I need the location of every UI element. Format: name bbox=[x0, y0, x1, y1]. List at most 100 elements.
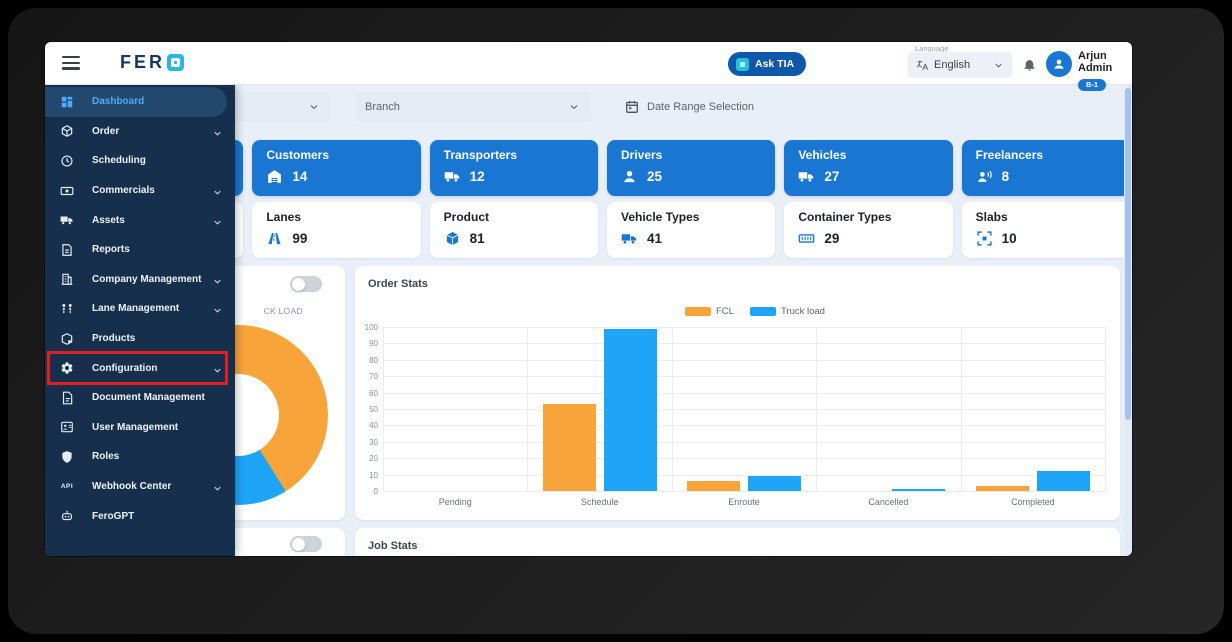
branch-select-placeholder: Branch bbox=[365, 101, 400, 113]
branch-select[interactable]: Branch bbox=[355, 92, 590, 122]
sidebar-item-scheduling[interactable]: Scheduling bbox=[45, 146, 235, 176]
job-stats-title: Job Stats bbox=[368, 540, 418, 552]
stat-card-product[interactable]: Product 81 bbox=[429, 202, 598, 258]
chevron-down-icon bbox=[995, 63, 1002, 68]
bar-fcl-completed[interactable] bbox=[975, 486, 1029, 491]
language-select[interactable]: English bbox=[908, 52, 1012, 78]
y-axis-tick: 70 bbox=[369, 372, 378, 382]
truck-icon bbox=[621, 230, 638, 247]
legend-item-fcl[interactable]: FCL bbox=[685, 306, 734, 317]
gridline bbox=[383, 491, 1105, 492]
legend-item-truck-load[interactable]: Truck load bbox=[749, 306, 825, 317]
sidebar-item-assets[interactable]: Assets bbox=[45, 205, 235, 235]
bar-group-pending bbox=[383, 327, 527, 491]
stat-card-customers[interactable]: Customers 14 bbox=[252, 140, 421, 196]
fero-logo[interactable]: FER bbox=[120, 52, 184, 73]
chevron-down-icon bbox=[212, 185, 223, 196]
scheduling-icon bbox=[60, 154, 74, 168]
stat-card-title: Vehicles bbox=[798, 148, 847, 162]
calendar-icon bbox=[626, 101, 638, 113]
stat-card-title: Slabs bbox=[975, 210, 1008, 224]
donut-panel-label: CK LOAD bbox=[263, 306, 303, 316]
stat-card-vehicle-types[interactable]: Vehicle Types 41 bbox=[606, 202, 776, 258]
sidebar-item-label: Products bbox=[92, 333, 136, 345]
sidebar-item-label: Scheduling bbox=[92, 155, 146, 167]
stat-card-transporters[interactable]: Transporters 12 bbox=[429, 140, 598, 196]
y-axis-tick: 100 bbox=[364, 323, 378, 332]
sidebar-item-document-management[interactable]: Document Management bbox=[45, 383, 235, 413]
bar-fcl-enroute[interactable] bbox=[686, 481, 740, 491]
chevron-down-icon bbox=[212, 481, 223, 492]
donut-toggle-switch[interactable] bbox=[290, 276, 322, 292]
stat-card-freelancers[interactable]: Freelancers 8 bbox=[961, 140, 1130, 196]
bar-fcl-schedule[interactable] bbox=[542, 404, 596, 491]
bar-group-completed bbox=[961, 327, 1105, 491]
stat-card-lanes[interactable]: Lanes 99 bbox=[252, 202, 421, 258]
notifications-bell-icon[interactable] bbox=[1022, 57, 1037, 73]
gridline bbox=[383, 359, 1105, 361]
sidebar-item-products[interactable]: Products bbox=[45, 324, 235, 354]
sidebar-item-dashboard[interactable]: Dashboard bbox=[45, 87, 227, 117]
gridline-vertical bbox=[671, 327, 673, 491]
order-stats-title: Order Stats bbox=[368, 278, 428, 290]
gridline bbox=[383, 474, 1105, 476]
stat-card-drivers[interactable]: Drivers 25 bbox=[606, 140, 776, 196]
bar-truck-load-cancelled[interactable] bbox=[892, 489, 946, 491]
sidebar-item-lane-management[interactable]: Lane Management bbox=[45, 294, 235, 324]
robot-icon bbox=[60, 509, 74, 523]
sidebar-item-reports[interactable]: Reports bbox=[45, 235, 235, 265]
menu-hamburger-icon[interactable] bbox=[62, 56, 80, 70]
sidebar-item-label: Order bbox=[92, 125, 120, 137]
date-range-select[interactable]: Date Range Selection bbox=[615, 92, 865, 122]
sidebar-item-roles[interactable]: Roles bbox=[45, 442, 235, 472]
order-icon bbox=[60, 124, 74, 138]
scrollbar-track[interactable] bbox=[1124, 85, 1132, 556]
user-avatar[interactable] bbox=[1046, 51, 1072, 77]
slabs-icon bbox=[976, 230, 993, 247]
gridline bbox=[383, 327, 1105, 328]
sidebar-menu: Dashboard Order Scheduling Commercials Asset… bbox=[45, 85, 235, 556]
sidebar-item-configuration[interactable]: Configuration bbox=[45, 351, 235, 385]
gridline-vertical bbox=[1105, 327, 1106, 491]
stat-card-title: Vehicle Types bbox=[620, 210, 700, 224]
ask-tia-button[interactable]: Ask TIA bbox=[728, 52, 807, 76]
stat-card-value: 12 bbox=[469, 169, 485, 184]
y-axis-tick: 20 bbox=[369, 454, 378, 464]
stat-card-title: Customers bbox=[266, 148, 330, 162]
logo-o-icon bbox=[167, 54, 184, 71]
gear-icon bbox=[60, 361, 74, 375]
sidebar-item-label: Webhook Center bbox=[92, 481, 172, 493]
order-stats-bar-chart[interactable]: 0 10 20 30 40 50 60 70 80 90 100 bbox=[365, 323, 1106, 496]
stat-card-value: 27 bbox=[824, 169, 840, 184]
gridline-vertical bbox=[816, 327, 818, 491]
sidebar-item-user-management[interactable]: User Management bbox=[45, 413, 235, 443]
job-toggle-switch[interactable] bbox=[290, 536, 322, 552]
truck-icon bbox=[444, 168, 461, 185]
ask-tia-label: Ask TIA bbox=[755, 58, 795, 70]
sidebar-item-commercials[interactable]: Commercials bbox=[45, 176, 235, 206]
bar-truck-load-enroute[interactable] bbox=[747, 476, 801, 491]
y-axis-tick: 80 bbox=[369, 355, 378, 365]
sidebar-item-company-management[interactable]: Company Management bbox=[45, 265, 235, 295]
stat-card-value: 25 bbox=[646, 169, 663, 184]
translate-icon bbox=[916, 60, 929, 70]
bar-truck-load-schedule[interactable] bbox=[603, 328, 657, 491]
bar-group-schedule bbox=[527, 327, 671, 491]
chevron-down-icon bbox=[212, 274, 223, 285]
bar-truck-load-completed[interactable] bbox=[1036, 471, 1090, 491]
sidebar-item-label: Configuration bbox=[92, 362, 158, 374]
stat-card-slabs[interactable]: Slabs 10 bbox=[961, 202, 1130, 258]
sidebar-item-order[interactable]: Order bbox=[45, 117, 235, 147]
stat-card-vehicles[interactable]: Vehicles 27 bbox=[784, 140, 953, 196]
sidebar-item-webhook-center[interactable]: API Webhook Center bbox=[45, 472, 235, 502]
box-icon bbox=[444, 230, 461, 247]
sidebar-item-label: FeroGPT bbox=[92, 510, 135, 522]
scrollbar-thumb[interactable] bbox=[1125, 88, 1131, 420]
user-info[interactable]: Arjun Admin B-1 bbox=[1078, 50, 1132, 92]
job-stats-panel: Job Stats bbox=[355, 528, 1120, 556]
commercials-icon bbox=[60, 184, 74, 198]
category-label: Schedule bbox=[580, 497, 619, 507]
stat-card-container-types[interactable]: Container Types 29 bbox=[784, 202, 953, 258]
language-label: Language bbox=[915, 44, 949, 53]
sidebar-item-ferogpt[interactable]: FeroGPT bbox=[45, 501, 235, 531]
